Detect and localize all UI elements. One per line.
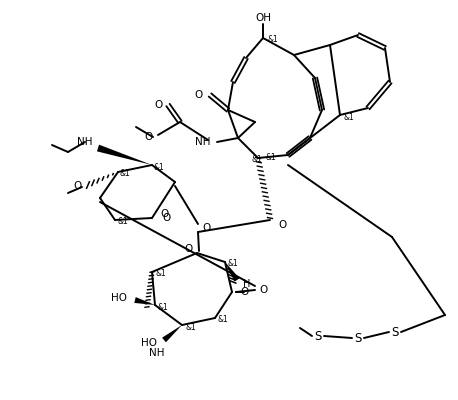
- Polygon shape: [97, 145, 152, 165]
- Text: S: S: [314, 330, 322, 342]
- Text: &1: &1: [120, 170, 131, 178]
- Text: O: O: [162, 213, 170, 223]
- Text: &1: &1: [154, 162, 165, 172]
- Text: &1: &1: [158, 302, 169, 312]
- Text: &1: &1: [185, 322, 196, 332]
- Polygon shape: [134, 297, 155, 305]
- Text: &1: &1: [265, 154, 276, 162]
- Text: &1: &1: [267, 36, 278, 44]
- Text: H: H: [243, 279, 251, 289]
- Polygon shape: [162, 325, 182, 342]
- Text: O: O: [240, 287, 248, 297]
- Text: NH: NH: [76, 137, 92, 147]
- Text: &1: &1: [218, 316, 229, 324]
- Text: &1: &1: [343, 114, 354, 122]
- Text: S: S: [391, 326, 398, 338]
- Text: O: O: [155, 100, 163, 110]
- Text: NH: NH: [148, 348, 164, 358]
- Text: &1: &1: [117, 218, 128, 226]
- Text: NH: NH: [195, 137, 210, 147]
- Text: O: O: [74, 181, 82, 191]
- Text: HO: HO: [141, 338, 157, 348]
- Text: S: S: [354, 332, 362, 344]
- Text: O: O: [160, 209, 168, 219]
- Text: O: O: [278, 220, 286, 230]
- Polygon shape: [225, 262, 240, 282]
- Text: HO: HO: [111, 293, 127, 303]
- Text: &1: &1: [228, 260, 239, 268]
- Text: &1: &1: [251, 156, 262, 164]
- Text: O: O: [259, 285, 267, 295]
- Text: O: O: [195, 90, 203, 100]
- Text: OH: OH: [255, 13, 271, 23]
- Text: &1: &1: [155, 270, 166, 278]
- Text: O: O: [145, 132, 153, 142]
- Text: O: O: [185, 244, 193, 254]
- Text: O: O: [202, 223, 210, 233]
